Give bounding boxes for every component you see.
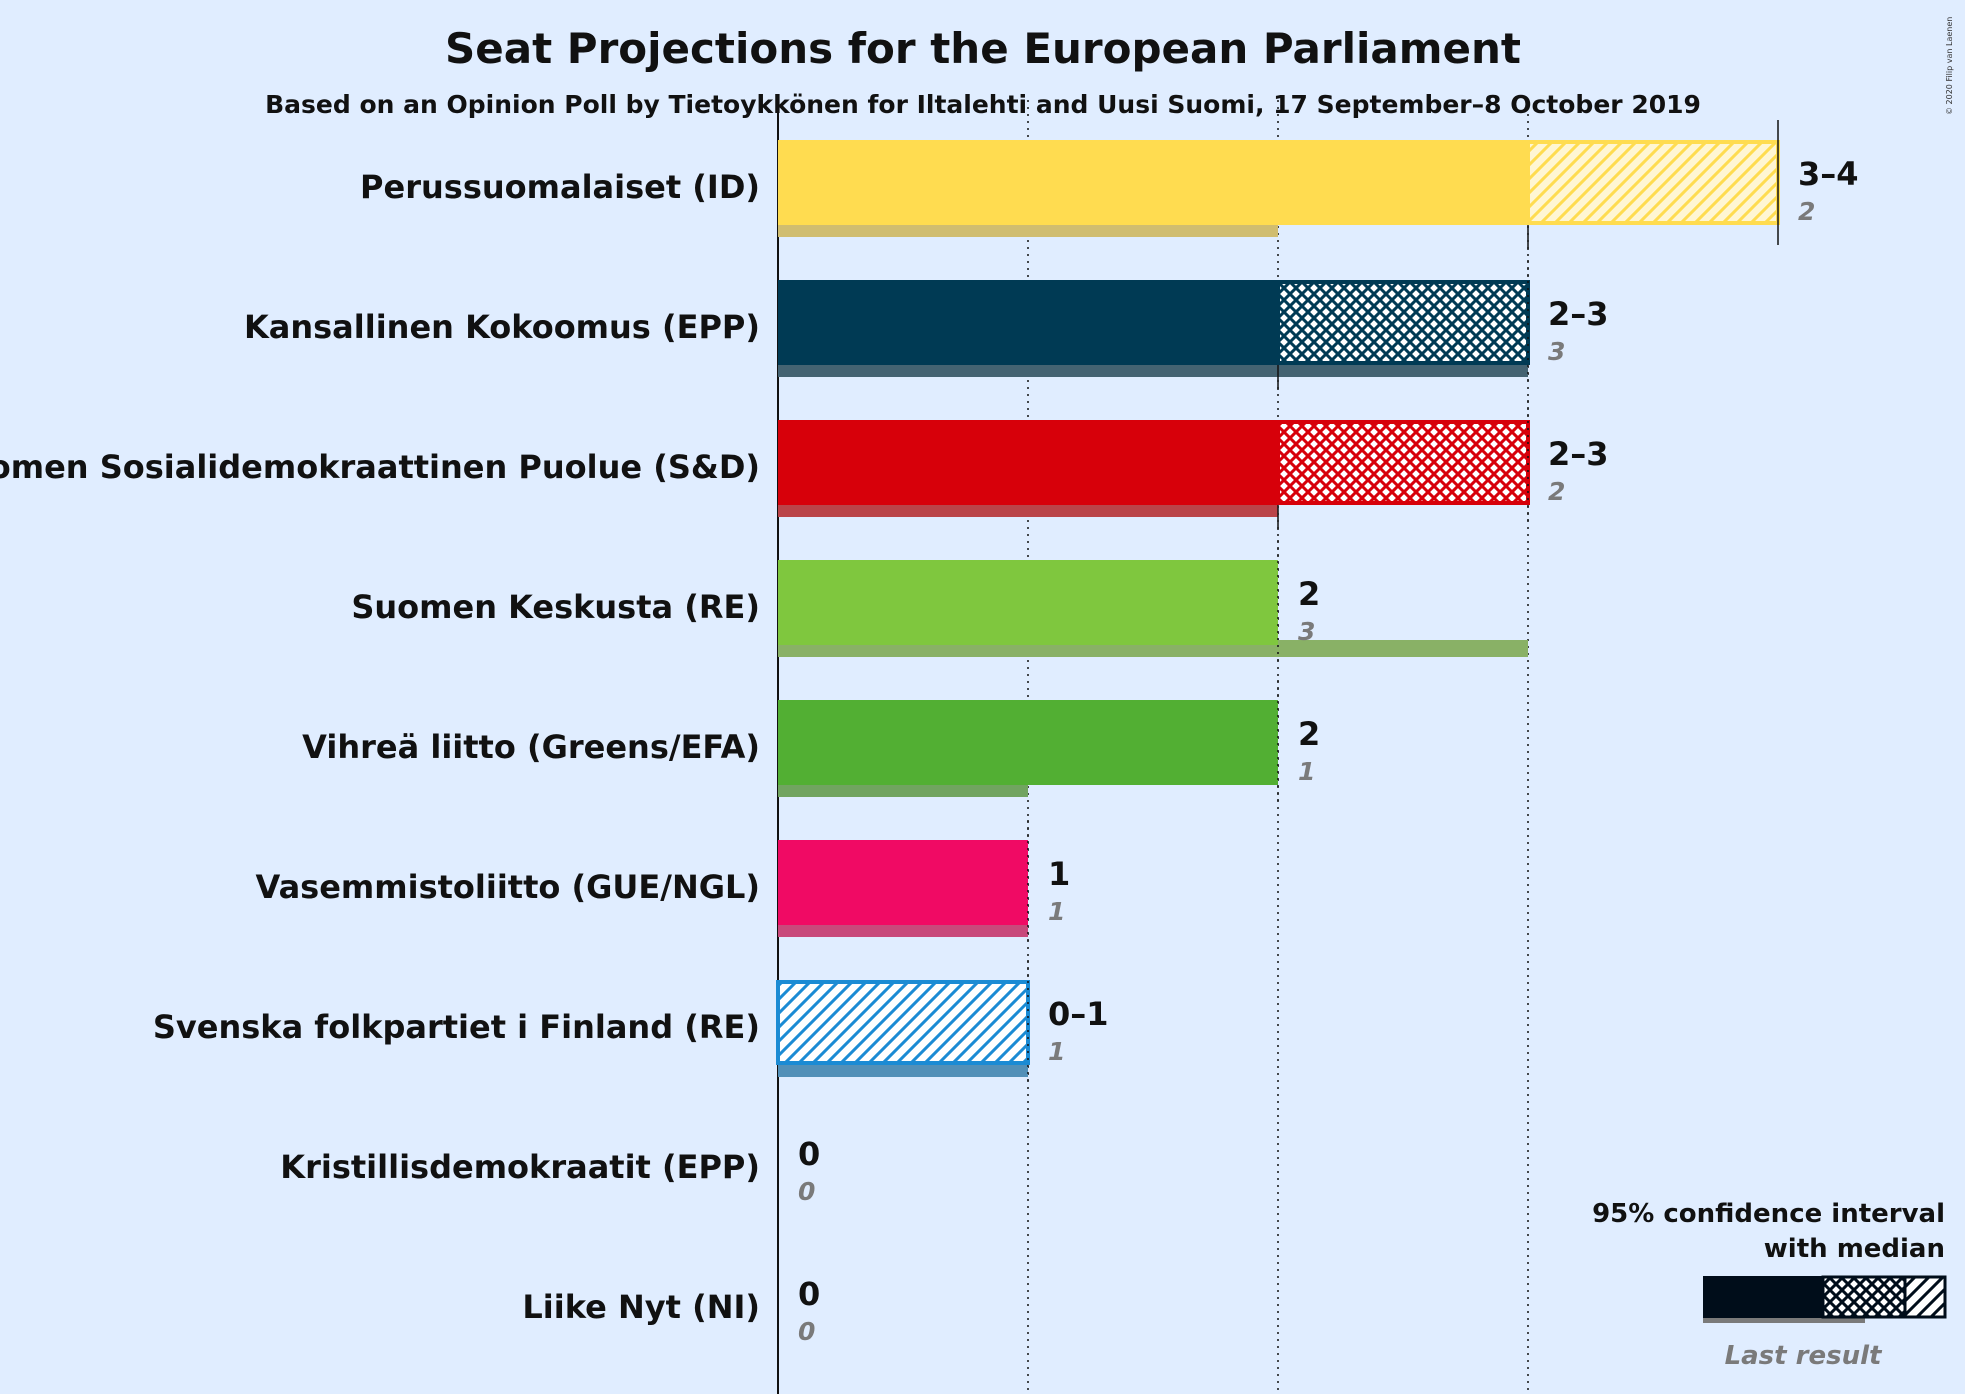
range-label: 2 bbox=[1298, 575, 1320, 613]
last-result-label: 1 bbox=[1048, 897, 1065, 926]
ci-solid-bar bbox=[778, 420, 1278, 505]
last-result-label: 0 bbox=[798, 1317, 815, 1346]
ci-solid-bar bbox=[778, 560, 1278, 645]
party-label: Perussuomalaiset (ID) bbox=[360, 168, 760, 206]
last-result-label: 3 bbox=[1298, 617, 1315, 646]
party-label: Vasemmistoliitto (GUE/NGL) bbox=[256, 868, 760, 906]
last-result-label: 2 bbox=[1798, 197, 1815, 226]
legend-line2: with median bbox=[1764, 1234, 1945, 1264]
last-result-label: 1 bbox=[1298, 757, 1315, 786]
legend-last-result: Last result bbox=[1725, 1341, 1883, 1371]
party-row: Liike Nyt (NI) 0 0 bbox=[522, 1275, 820, 1346]
party-row: Perussuomalaiset (ID) 3–4 2 bbox=[360, 120, 1859, 250]
ci-range-bar bbox=[1276, 280, 1530, 365]
party-label: Kristillisdemokraatit (EPP) bbox=[280, 1148, 760, 1186]
range-label: 0–1 bbox=[1048, 995, 1109, 1033]
range-label: 3–4 bbox=[1798, 155, 1859, 193]
last-result-label: 0 bbox=[798, 1177, 815, 1206]
party-label: Svenska folkpartiet i Finland (RE) bbox=[153, 1008, 760, 1046]
legend-solid bbox=[1703, 1276, 1823, 1318]
party-row: Svenska folkpartiet i Finland (RE) 0–1 1 bbox=[153, 960, 1109, 1085]
range-label: 0 bbox=[798, 1135, 820, 1173]
range-label: 2–3 bbox=[1548, 295, 1609, 333]
ci-solid-bar bbox=[778, 280, 1278, 365]
party-label: Vihreä liitto (Greens/EFA) bbox=[302, 728, 760, 766]
party-row: Kansallinen Kokoomus (EPP) 2–3 3 bbox=[244, 260, 1609, 390]
last-result-label: 3 bbox=[1548, 337, 1565, 366]
ci-solid-bar bbox=[778, 840, 1028, 925]
party-row: Vasemmistoliitto (GUE/NGL) 1 1 bbox=[256, 820, 1070, 945]
party-label: Liike Nyt (NI) bbox=[522, 1288, 760, 1326]
legend-line1: 95% confidence interval bbox=[1592, 1199, 1945, 1229]
legend-hatch bbox=[1903, 1275, 1947, 1319]
range-label: 1 bbox=[1048, 855, 1070, 893]
legend-cross bbox=[1821, 1275, 1907, 1319]
party-row: Suomen Sosialidemokraattinen Puolue (S&D… bbox=[0, 400, 1609, 530]
ci-range-bar bbox=[1526, 140, 1780, 225]
ci-range-bar bbox=[776, 980, 1030, 1065]
party-label: Kansallinen Kokoomus (EPP) bbox=[244, 308, 760, 346]
party-rows: Perussuomalaiset (ID) 3–4 2 Kansallinen Kok… bbox=[0, 120, 1859, 1346]
ci-solid-bar bbox=[778, 140, 1528, 225]
ci-range-bar bbox=[1276, 420, 1530, 505]
range-label: 2 bbox=[1298, 715, 1320, 753]
party-row: Suomen Keskusta (RE) 2 3 bbox=[351, 540, 1528, 665]
party-label: Suomen Sosialidemokraattinen Puolue (S&D… bbox=[0, 448, 760, 486]
ci-solid-bar bbox=[778, 700, 1278, 785]
party-row: Kristillisdemokraatit (EPP) 0 0 bbox=[280, 1135, 820, 1206]
party-label: Suomen Keskusta (RE) bbox=[351, 588, 760, 626]
chart-subtitle: Based on an Opinion Poll by Tietoykkönen… bbox=[265, 90, 1701, 119]
party-row: Vihreä liitto (Greens/EFA) 2 1 bbox=[302, 680, 1320, 805]
last-result-label: 2 bbox=[1548, 477, 1565, 506]
range-label: 2–3 bbox=[1548, 435, 1609, 473]
legend-swatch bbox=[1703, 1275, 1947, 1323]
copyright-notice: © 2020 Filip van Laenen bbox=[1945, 17, 1954, 115]
chart-title: Seat Projections for the European Parlia… bbox=[445, 24, 1521, 73]
last-result-label: 1 bbox=[1048, 1037, 1065, 1066]
range-label: 0 bbox=[798, 1275, 820, 1313]
legend: 95% confidence interval with median Last… bbox=[1592, 1199, 1947, 1371]
